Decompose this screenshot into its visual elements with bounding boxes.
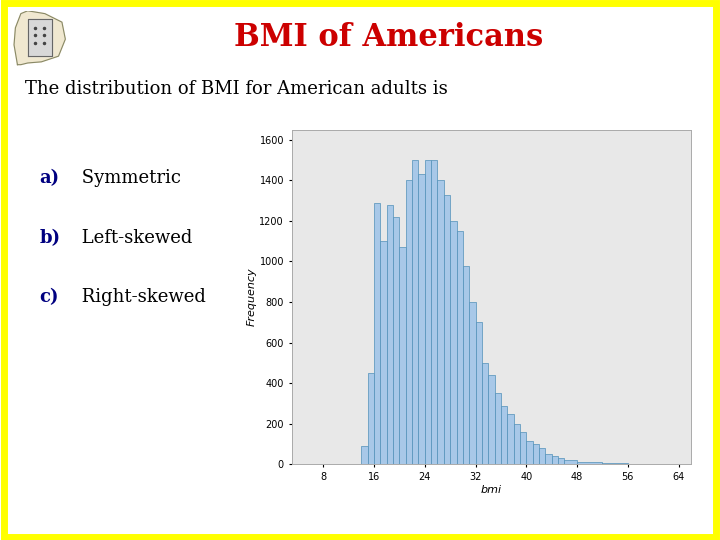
Y-axis label: Frequency: Frequency <box>246 268 256 326</box>
Text: Symmetric: Symmetric <box>76 169 181 187</box>
Bar <box>438 180 444 464</box>
Bar <box>564 460 577 464</box>
Bar <box>368 373 374 464</box>
Bar <box>513 424 520 464</box>
Bar <box>552 456 558 464</box>
Text: Left-skewed: Left-skewed <box>76 228 192 247</box>
Bar <box>444 194 450 464</box>
Bar <box>463 266 469 464</box>
Bar <box>577 462 603 464</box>
Text: b): b) <box>40 228 60 247</box>
Bar <box>545 454 552 464</box>
Polygon shape <box>27 19 52 56</box>
Bar <box>393 217 400 464</box>
Bar <box>475 322 482 464</box>
Bar <box>400 247 406 464</box>
Bar <box>406 180 412 464</box>
Bar <box>533 444 539 464</box>
Polygon shape <box>14 11 66 65</box>
Bar <box>374 202 380 464</box>
Text: Statistics: Unlocking the Power of Data: Statistics: Unlocking the Power of Data <box>12 511 320 525</box>
Bar <box>539 448 545 464</box>
Bar <box>558 458 564 464</box>
Bar <box>520 432 526 464</box>
Bar <box>469 302 475 464</box>
Bar <box>456 231 463 464</box>
Bar <box>501 406 508 464</box>
Text: The distribution of BMI for American adults is: The distribution of BMI for American adu… <box>24 80 447 98</box>
Bar <box>431 160 438 464</box>
Text: BMI of Americans: BMI of Americans <box>234 22 544 53</box>
Bar <box>482 363 488 464</box>
Bar <box>387 205 393 464</box>
Bar <box>488 375 495 464</box>
Bar <box>425 160 431 464</box>
Bar <box>418 174 425 464</box>
Bar <box>412 160 418 464</box>
Text: Right-skewed: Right-skewed <box>76 288 205 306</box>
Bar <box>526 441 533 464</box>
Bar <box>603 463 628 464</box>
Text: c): c) <box>40 288 59 306</box>
X-axis label: bmi: bmi <box>481 485 502 495</box>
Bar <box>450 221 456 464</box>
Bar <box>380 241 387 464</box>
Bar <box>508 414 513 464</box>
Text: a): a) <box>40 169 60 187</box>
Bar <box>495 393 501 464</box>
Bar <box>361 446 368 464</box>
Text: Lock⁵: Lock⁵ <box>665 511 708 525</box>
